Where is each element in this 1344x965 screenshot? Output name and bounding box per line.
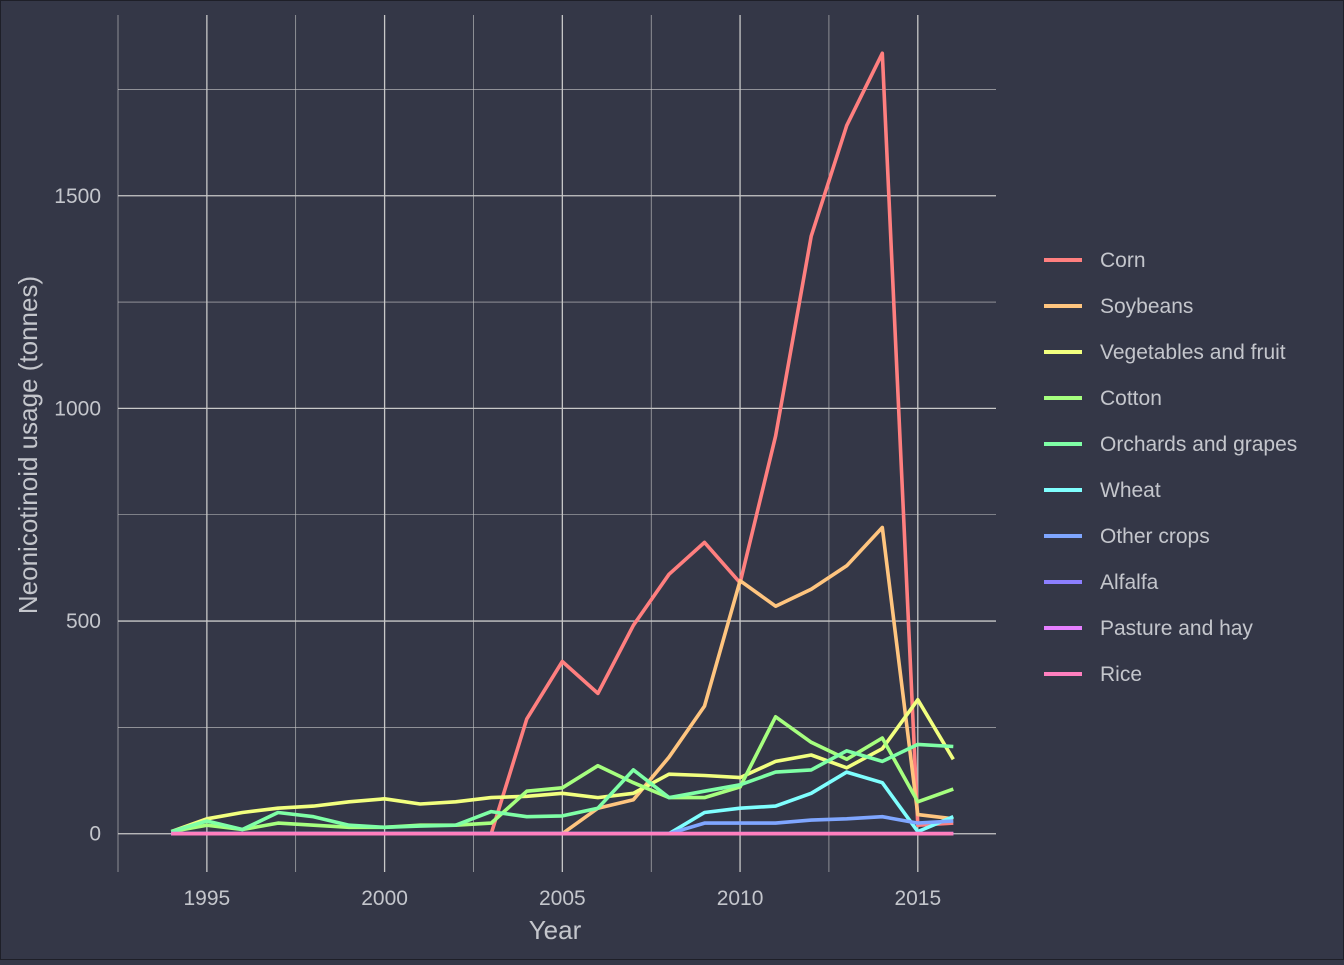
y-tick-label: 500 [66,610,101,633]
x-tick-label: 2015 [894,887,941,910]
series-line-cotton [170,714,954,834]
legend-label-rice: Rice [1100,663,1142,686]
tick-labels: 1995 2000 2005 2010 2015 0 500 1000 1500 [54,185,941,910]
legend-label-vegetables-and-fruit: Vegetables and fruit [1100,341,1286,364]
y-tick-label: 0 [89,823,101,846]
legend-label-other-crops: Other crops [1100,525,1210,548]
x-tick-label: 2010 [717,887,764,910]
legend-label-cotton: Cotton [1100,387,1162,410]
legend-label-wheat: Wheat [1100,479,1161,502]
legend: Corn Soybeans Vegetables and fruit Cotton Or… [1044,249,1297,686]
x-tick-label: 1995 [184,887,231,910]
legend-label-pasture-and-hay: Pasture and hay [1100,617,1253,640]
series-line-vegetables-and-fruit [170,697,955,834]
y-tick-label: 1000 [54,397,101,420]
legend-label-corn: Corn [1100,249,1146,272]
series-line-orchards-and-grapes [170,742,954,834]
grid [117,15,996,872]
series-lines [170,51,955,836]
x-axis-title: Year [529,915,582,945]
legend-label-orchards-and-grapes: Orchards and grapes [1100,433,1297,456]
y-tick-label: 1500 [54,185,101,208]
x-tick-label: 2005 [539,887,586,910]
x-tick-label: 2000 [361,887,408,910]
legend-label-soybeans: Soybeans [1100,295,1193,318]
legend-label-alfalfa: Alfalfa [1100,571,1159,594]
y-axis-title: Neonicotinoid usage (tonnes) [13,276,43,614]
